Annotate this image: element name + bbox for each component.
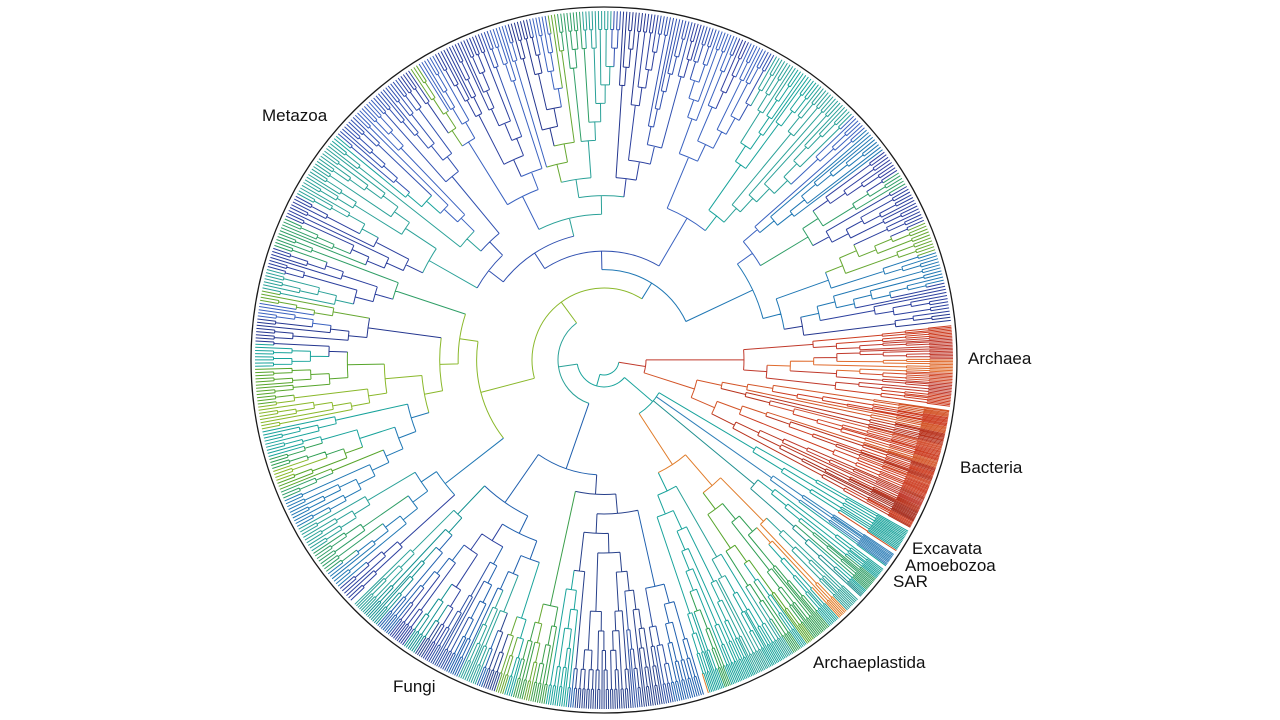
label-metazoa: Metazoa: [262, 106, 328, 125]
label-excavata: Excavata: [912, 539, 982, 558]
label-archaea: Archaea: [968, 349, 1032, 368]
tree-outer-circle: [250, 6, 958, 714]
label-sar: SAR: [893, 572, 928, 591]
tree-branches: [254, 10, 954, 710]
label-bacteria: Bacteria: [960, 458, 1023, 477]
label-fungi: Fungi: [393, 677, 436, 696]
label-amoebozoa: Amoebozoa: [905, 556, 996, 575]
label-archaeplastida: Archaeplastida: [813, 653, 926, 672]
